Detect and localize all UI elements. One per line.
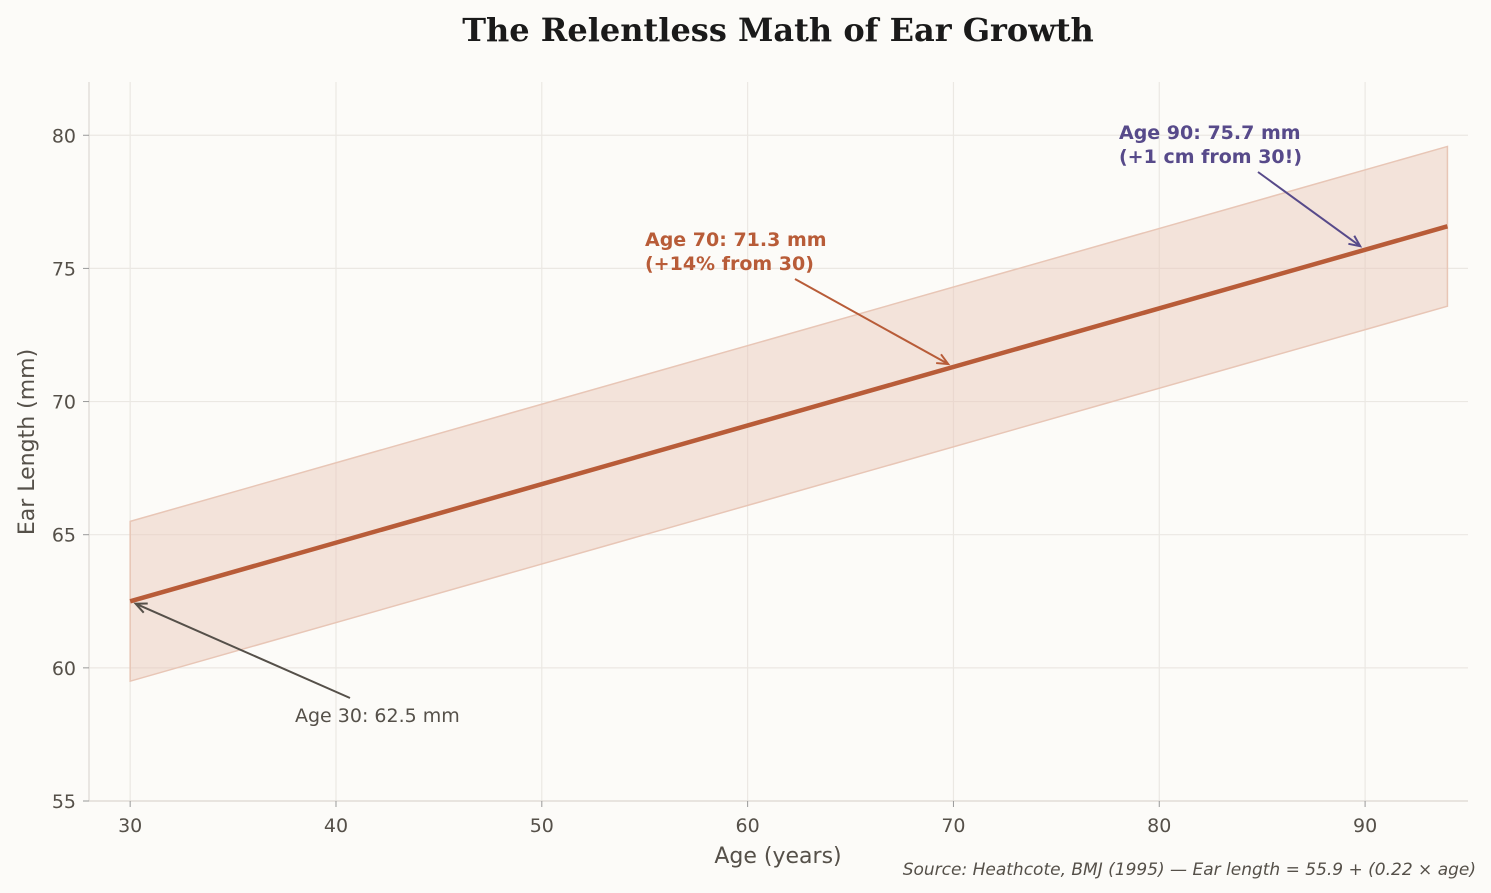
x-tick-label: 90 (1353, 815, 1377, 837)
x-tick-label: 80 (1147, 815, 1171, 837)
y-tick-label: 60 (52, 658, 76, 680)
arrowhead-icon (1348, 235, 1363, 248)
annotation-label: Age 30: 62.5 mm (295, 705, 460, 727)
y-tick-label: 55 (52, 791, 76, 813)
y-tick-label: 80 (52, 125, 76, 147)
x-tick-label: 50 (530, 815, 554, 837)
source-note: Source: Heathcote, BMJ (1995) — Ear leng… (903, 860, 1476, 880)
y-tick-label: 75 (52, 258, 76, 280)
annotation-label: (+1 cm from 30!) (1119, 146, 1302, 168)
annotation-label: Age 90: 75.7 mm (1119, 122, 1301, 144)
annotation-label: (+14% from 30) (645, 253, 814, 275)
grid (89, 82, 1468, 802)
x-tick-label: 60 (736, 815, 760, 837)
annotation-arrow (135, 602, 351, 699)
y-tick-label: 65 (52, 525, 76, 547)
y-tick-label: 70 (52, 392, 76, 414)
x-tick-label: 70 (941, 815, 965, 837)
ticks: 30 40 50 60 70 80 90 55 60 65 70 75 80 (52, 125, 1377, 837)
arrowhead-icon (133, 602, 148, 614)
annotations: Age 30: 62.5 mm Age 70: 71.3 mm(+14% from… (133, 122, 1363, 727)
ear-length-line (129, 224, 1449, 604)
annotation-arrow (794, 278, 949, 365)
x-axis-label: Age (years) (714, 844, 841, 869)
annotation-label: Age 70: 71.3 mm (645, 229, 827, 251)
annotation-arrow (1257, 171, 1361, 248)
chart-title: The Relentless Math of Ear Growth (462, 11, 1094, 49)
line-layer (129, 224, 1449, 604)
y-axis-label: Ear Length (mm) (15, 349, 40, 535)
arrowhead-icon (936, 353, 951, 366)
x-tick-label: 30 (118, 815, 142, 837)
axes (88, 82, 1468, 802)
x-tick-label: 40 (324, 815, 348, 837)
